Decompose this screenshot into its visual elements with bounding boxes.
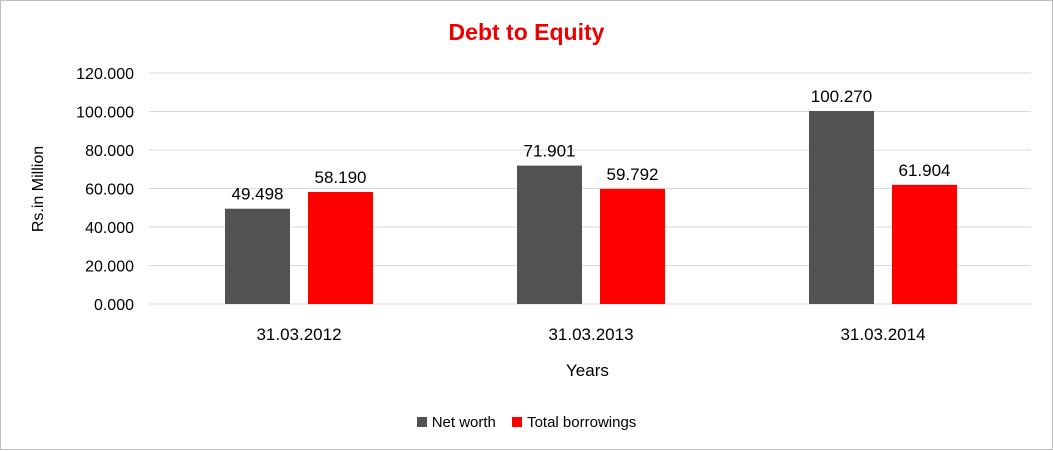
- bar-total-borrowings: [600, 188, 665, 304]
- legend-label-total-borrowings: Total borrowings: [527, 414, 637, 431]
- data-label: 49.498: [232, 185, 284, 204]
- y-tick-label: 0.000: [94, 297, 134, 314]
- data-label: 59.792: [607, 165, 659, 184]
- legend: Net worth Total borrowings: [1, 414, 1052, 431]
- bar-total-borrowings: [308, 191, 373, 304]
- y-tick-label: 20.000: [85, 259, 134, 276]
- data-label: 71.901: [524, 142, 576, 161]
- y-tick-label: 120.000: [76, 66, 134, 83]
- legend-swatch-net-worth: [416, 417, 427, 427]
- x-tick-label: 31.03.2014: [840, 325, 925, 344]
- legend-item-total-borrowings: Total borrowings: [512, 414, 636, 431]
- legend-swatch-total-borrowings: [512, 417, 523, 427]
- bar-total-borrowings: [892, 184, 957, 304]
- x-axis-label: Years: [566, 361, 609, 380]
- y-tick-label: 80.000: [85, 143, 134, 160]
- data-label: 58.190: [315, 168, 367, 187]
- x-tick-label: 31.03.2012: [256, 325, 341, 344]
- chart-title: Debt to Equity: [448, 19, 605, 45]
- data-label: 100.270: [811, 87, 872, 106]
- y-tick-label: 60.000: [85, 182, 134, 199]
- y-tick-label: 40.000: [85, 220, 134, 237]
- data-label: 61.904: [899, 161, 951, 180]
- bar-net-worth: [517, 165, 582, 304]
- bar-net-worth: [809, 110, 874, 304]
- legend-label-net-worth: Net worth: [431, 414, 496, 431]
- legend-item-net-worth: Net worth: [416, 414, 496, 431]
- y-tick-label: 100.000: [76, 105, 134, 122]
- bar-net-worth: [225, 208, 290, 304]
- x-tick-label: 31.03.2013: [548, 325, 633, 344]
